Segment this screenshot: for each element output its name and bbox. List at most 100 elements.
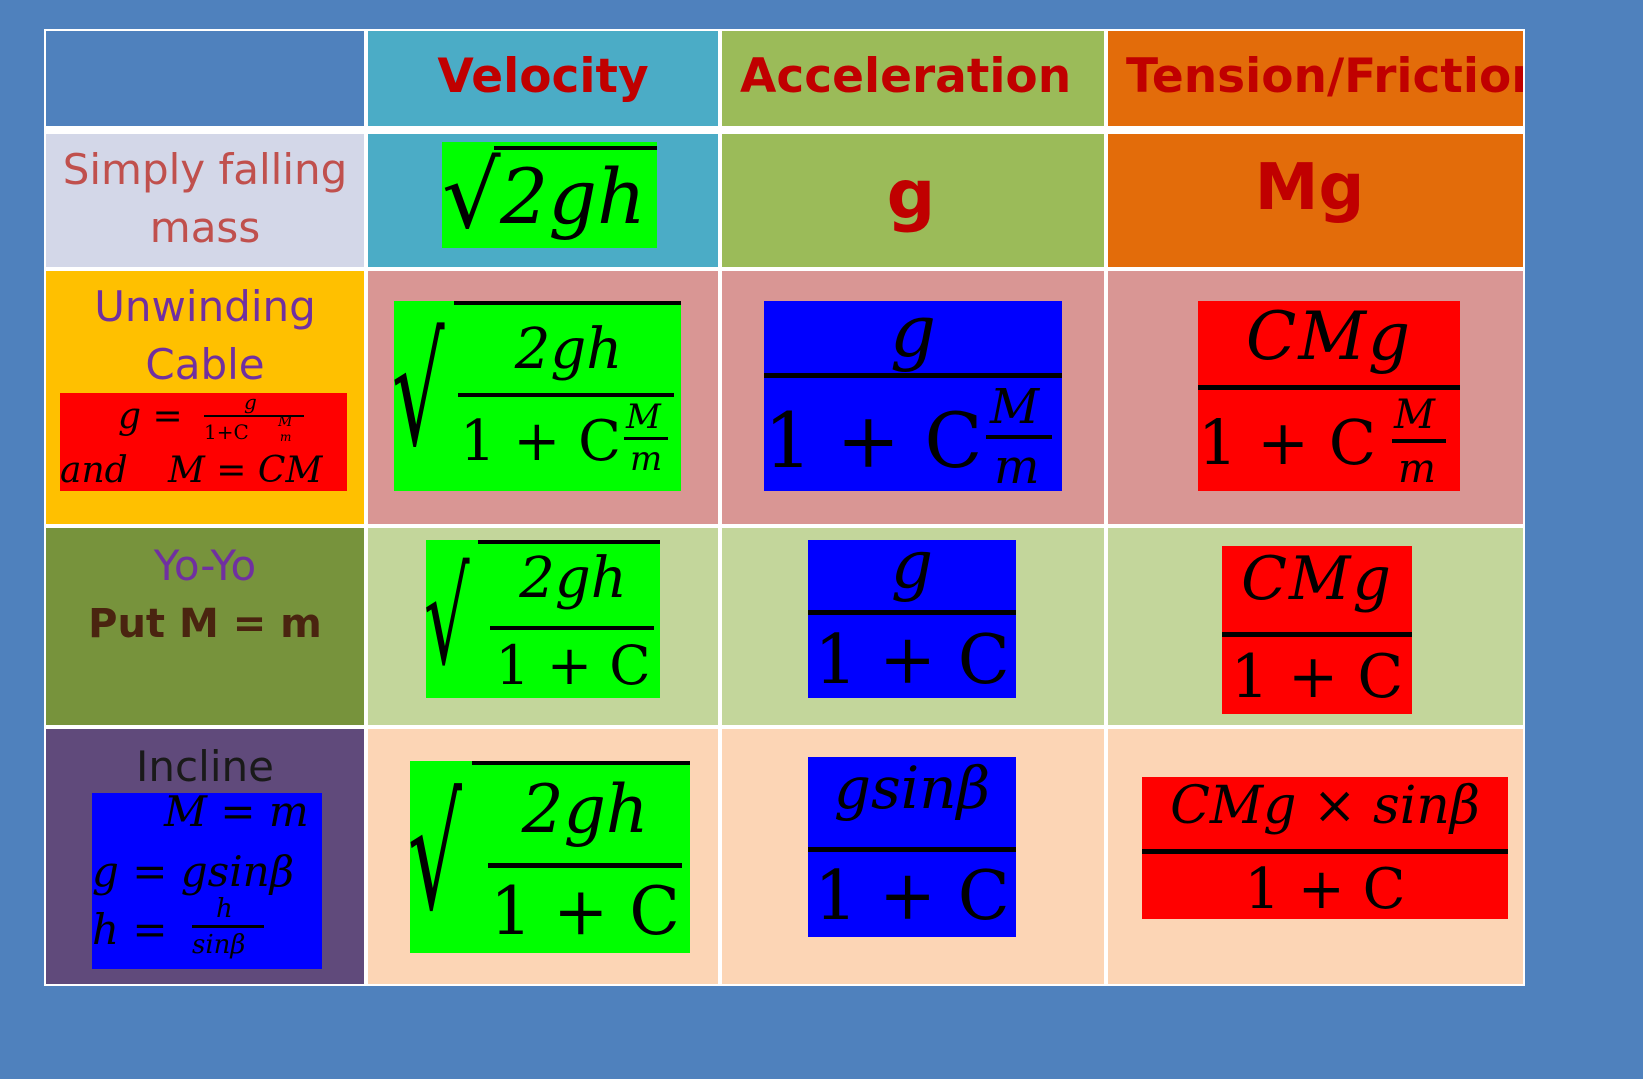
yoyo-velocity-box: √ 2gh 1 + C (424, 540, 660, 698)
row-incline-label-line1: Incline (136, 742, 274, 791)
note-M-eq: M = CM (168, 450, 323, 491)
incline-note-3-bar (192, 925, 264, 928)
yoyo-tension-box: CMg 1 + C (1222, 544, 1412, 714)
unwinding-velocity-den-M: M (626, 397, 661, 437)
yoyo-acc-frac-bar (808, 610, 1016, 615)
unwinding-ten-small-bar (1392, 439, 1446, 443)
incline-note-box: M = m g = gsinβ h = h sinβ (92, 789, 322, 969)
incline-acc-frac-bar (808, 847, 1016, 852)
row-incline-velocity-cell: √ 2gh 1 + C (368, 729, 718, 984)
row-unwinding-tension-cell: CMg 1 + C M m (1108, 271, 1523, 524)
row-unwinding-acceleration-cell: g 1 + C M m (722, 271, 1104, 524)
row-yoyo-label-line1: Yo-Yo (153, 541, 257, 590)
incline-note-1: M = m (164, 787, 309, 836)
note-and: and (60, 450, 128, 491)
incline-note-2: g = gsinβ (92, 847, 294, 896)
row-yoyo-acceleration-cell: g 1 + C (722, 528, 1104, 725)
radical-bar (454, 301, 681, 305)
unwinding-acc-den-M: M (990, 379, 1040, 435)
unwinding-velocity-frac-bar (458, 393, 674, 397)
velocity-radicand: 2gh (500, 152, 646, 241)
row-unwinding-velocity-cell: √ 2gh 1 + C M m (368, 271, 718, 524)
incline-tension-box: CMg × sinβ 1 + C (1142, 776, 1508, 922)
header-tension: Tension/Friction (1108, 31, 1523, 126)
yoyo-velocity-frac-bar (490, 626, 654, 630)
note-frac-num: g (244, 390, 257, 414)
note-frac-bar (204, 415, 304, 417)
sqrt-icon: √ (442, 142, 501, 249)
note-frac-den: 1+C (204, 420, 249, 444)
header-velocity: Velocity (368, 31, 718, 126)
row-falling-label-line2: mass (149, 203, 261, 252)
yoyo-velocity-num: 2gh (519, 546, 627, 611)
incline-note-3-lhs: h = (92, 905, 168, 954)
yoyo-velocity-den: 1 + C (495, 634, 651, 697)
row-incline-tension-cell: CMg × sinβ 1 + C (1108, 729, 1523, 984)
radical-bar (478, 540, 660, 544)
incline-note-3-den: sinβ (192, 930, 246, 960)
incline-velocity-den: 1 + C (490, 873, 680, 950)
incline-velocity-frac-bar (488, 863, 682, 868)
row-unwinding-label-cell: Unwinding Cable g = g 1+C M m and M = CM (46, 271, 364, 524)
yoyo-acceleration-box: g 1 + C (808, 528, 1016, 700)
falling-tension-value: Mg (1254, 151, 1365, 225)
radical-bar (472, 761, 690, 765)
note-frac-den-m: m (280, 430, 292, 444)
header-empty-cell (46, 31, 364, 126)
header-velocity-label: Velocity (437, 49, 649, 104)
unwinding-ten-den-m: m (1398, 446, 1436, 492)
unwinding-acc-den-m: m (994, 439, 1040, 495)
incline-acceleration-box: gsinβ 1 + C (808, 754, 1016, 937)
unwinding-velocity-num: 2gh (514, 317, 623, 382)
header-acceleration-label: Acceleration (740, 49, 1072, 104)
unwinding-ten-num: CMg (1245, 298, 1413, 375)
header-acceleration: Acceleration (722, 31, 1104, 126)
incline-note-3-num: h (216, 894, 233, 924)
row-falling-label-line1: Simply falling (62, 145, 348, 194)
row-unwinding-label-line2: Cable (145, 340, 265, 389)
unwinding-acceleration-box: g 1 + C M m (764, 291, 1062, 495)
unwinding-acc-num: g (889, 289, 937, 373)
row-unwinding-label-line1: Unwinding (94, 282, 316, 331)
header-tension-label: Tension/Friction (1126, 49, 1523, 104)
row-falling-acceleration-cell: g (722, 134, 1104, 267)
row-falling-label-cell: Simply falling mass (46, 134, 364, 267)
radical-bar (494, 146, 657, 150)
row-yoyo-label-cell: Yo-Yo Put M = m (46, 528, 364, 725)
row-falling-tension-cell: Mg (1108, 134, 1523, 267)
incline-ten-num: CMg × sinβ (1170, 776, 1480, 836)
incline-acc-num: gsinβ (833, 754, 991, 822)
note-g-lhs: g = (118, 396, 183, 437)
incline-ten-den: 1 + C (1244, 857, 1406, 922)
unwinding-ten-den: 1 + C (1198, 406, 1377, 479)
unwinding-ten-den-M: M (1394, 392, 1435, 438)
yoyo-ten-frac-bar (1222, 632, 1412, 637)
yoyo-acc-den: 1 + C (814, 621, 1010, 700)
unwinding-tension-box: CMg 1 + C M m (1198, 298, 1460, 492)
row-yoyo-tension-cell: CMg 1 + C (1108, 528, 1523, 725)
sqrt-icon: √ (424, 542, 470, 694)
sqrt-icon: √ (408, 766, 462, 945)
incline-acc-den: 1 + C (814, 857, 1010, 936)
incline-ten-frac-bar (1142, 849, 1508, 854)
incline-velocity-num: 2gh (521, 771, 649, 848)
incline-velocity-box: √ 2gh 1 + C (408, 761, 690, 953)
unwinding-acc-small-bar (986, 435, 1052, 439)
row-falling-velocity-cell: √ 2gh (368, 134, 718, 267)
yoyo-ten-num: CMg (1241, 544, 1393, 614)
row-incline-label-cell: Incline M = m g = gsinβ h = h sinβ (46, 729, 364, 984)
unwinding-velocity-den: 1 + C (460, 409, 621, 474)
unwinding-acc-den: 1 + C (764, 396, 983, 485)
falling-acceleration-value: g (886, 156, 936, 235)
unwinding-note-box: g = g 1+C M m and M = CM (60, 390, 347, 491)
sqrt-icon: √ (392, 306, 445, 480)
unwinding-velocity-small-bar (624, 437, 668, 440)
row-yoyo-velocity-cell: √ 2gh 1 + C (368, 528, 718, 725)
note-frac-den-M: M (278, 414, 293, 430)
unwinding-velocity-box: √ 2gh 1 + C M m (392, 301, 681, 491)
velocity-formula-box: √ 2gh (442, 142, 657, 248)
row-yoyo-label-line2: Put M = m (88, 601, 322, 647)
yoyo-ten-den: 1 + C (1230, 642, 1404, 712)
row-incline-acceleration-cell: gsinβ 1 + C (722, 729, 1104, 984)
yoyo-acc-num: g (890, 528, 934, 603)
